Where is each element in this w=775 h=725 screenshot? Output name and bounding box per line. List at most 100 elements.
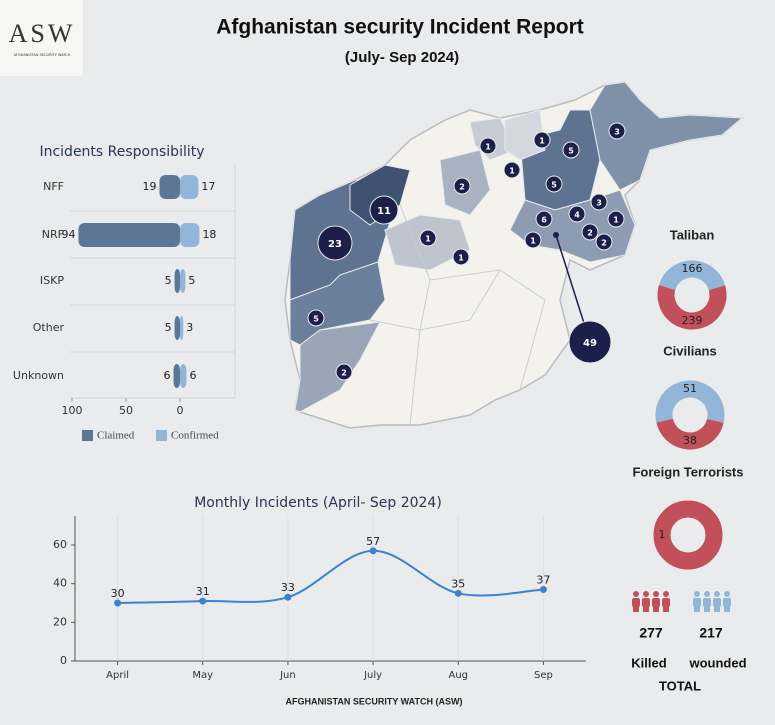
logo-caption: AFGHANISTAN SECURITY WATCH xyxy=(14,53,71,57)
subtitle: (July- Sep 2024) xyxy=(345,49,459,66)
map-marker-label: 5 xyxy=(568,147,574,156)
map-marker-label: 1 xyxy=(425,235,431,244)
pie-title: Foreign Terrorists xyxy=(632,464,743,479)
person-icon xyxy=(632,598,640,607)
map-marker-label: 2 xyxy=(459,183,465,192)
y-tick-label: 60 xyxy=(53,538,67,551)
map-marker xyxy=(307,309,325,327)
map-marker xyxy=(452,248,470,266)
person-icon xyxy=(642,598,650,607)
person-icon xyxy=(662,598,670,607)
pie-title: Taliban xyxy=(670,227,715,242)
pie-title: Civilians xyxy=(663,343,716,358)
y-tick-label: 40 xyxy=(53,577,67,590)
value-label: 6 xyxy=(164,369,171,382)
confirmed-bar xyxy=(180,175,199,199)
map-marker xyxy=(535,210,553,228)
value-label: 51 xyxy=(683,382,697,395)
person-icon xyxy=(694,606,700,612)
province-border xyxy=(369,269,501,331)
map-marker xyxy=(607,210,625,228)
value-label: 94 xyxy=(61,228,75,241)
value-label: 33 xyxy=(281,581,295,594)
confirmed-bar xyxy=(180,316,184,340)
map-marker-label: 1 xyxy=(485,143,491,152)
value-label: 6 xyxy=(189,369,196,382)
map-marker-label: 11 xyxy=(377,206,391,217)
person-icon xyxy=(633,606,639,612)
map-marker xyxy=(568,205,586,223)
person-icon xyxy=(653,606,659,612)
map-marker-label: 1 xyxy=(509,167,515,176)
map-marker xyxy=(335,363,353,381)
person-icon xyxy=(724,591,730,597)
legend-label: Claimed xyxy=(97,430,135,442)
person-icon xyxy=(694,591,700,597)
person-icon xyxy=(724,606,730,612)
value-label: 166 xyxy=(682,262,703,275)
map-marker xyxy=(533,131,551,149)
logo: ASW xyxy=(9,19,76,48)
person-icon xyxy=(704,591,710,597)
person-icon xyxy=(693,598,701,607)
map-marker xyxy=(453,177,471,195)
point xyxy=(199,597,207,605)
person-icon xyxy=(714,606,720,612)
point xyxy=(114,599,122,607)
map-marker-label: 1 xyxy=(530,237,536,246)
map-marker-label: 2 xyxy=(587,229,593,238)
map-marker-label: 5 xyxy=(551,181,557,190)
chart-title: Monthly Incidents (April- Sep 2024) xyxy=(194,495,442,511)
value-label: 35 xyxy=(451,577,465,590)
map-marker xyxy=(562,141,580,159)
point xyxy=(369,547,377,555)
map-marker xyxy=(419,229,437,247)
claimed-bar xyxy=(174,316,180,340)
x-tick-label: Sep xyxy=(534,670,553,681)
y-tick-label: 20 xyxy=(53,615,67,628)
category-label: Other xyxy=(33,321,65,334)
map-marker xyxy=(524,231,542,249)
legend-swatch xyxy=(82,430,93,441)
killed-value: 277 xyxy=(639,625,663,641)
donut-segment xyxy=(653,500,723,570)
confirmed-bar xyxy=(180,269,186,293)
map-marker xyxy=(369,195,399,225)
chart-title: Incidents Responsibility xyxy=(39,144,204,160)
wounded-label: wounded xyxy=(688,655,746,670)
x-tick-label: Jun xyxy=(279,670,296,681)
line xyxy=(117,549,544,604)
confirmed-bar xyxy=(180,364,187,388)
province xyxy=(504,109,546,161)
legend-label: Confirmed xyxy=(171,430,219,442)
person-icon xyxy=(723,598,731,607)
value-label: 38 xyxy=(683,434,697,447)
person-icon xyxy=(663,591,669,597)
person-icon xyxy=(703,598,711,607)
x-axis-label: AFGHANISTAN SECURITY WATCH (ASW) xyxy=(286,696,463,706)
value-label: 19 xyxy=(142,180,156,193)
wounded-value: 217 xyxy=(699,625,723,641)
donut-segment xyxy=(655,380,725,450)
point xyxy=(284,593,292,601)
category-label: NRF xyxy=(42,228,64,241)
point xyxy=(454,589,462,597)
value-label: 5 xyxy=(165,321,172,334)
person-icon xyxy=(643,591,649,597)
map-marker xyxy=(590,193,608,211)
confirmed-bar xyxy=(180,223,200,247)
person-icon xyxy=(633,591,639,597)
category-label: ISKP xyxy=(40,274,64,287)
category-label: NFF xyxy=(43,180,64,193)
map-marker-label: 3 xyxy=(596,199,602,208)
person-icon xyxy=(643,606,649,612)
value-label: 18 xyxy=(202,228,216,241)
person-icon xyxy=(704,606,710,612)
x-tick-label: Aug xyxy=(448,670,468,681)
value-label: 5 xyxy=(188,274,195,287)
value-label: 5 xyxy=(165,274,172,287)
province-border xyxy=(399,204,431,426)
x-tick-label: 0 xyxy=(177,404,184,417)
person-icon xyxy=(652,598,660,607)
